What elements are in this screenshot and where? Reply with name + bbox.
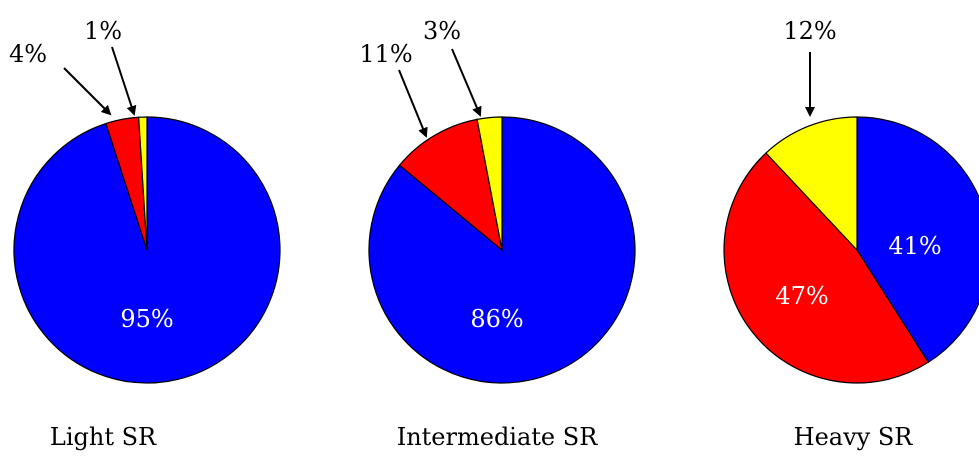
intermediate-sr-label-3: 3% (423, 17, 461, 45)
intermediate-sr-slice-2 (476, 116, 503, 251)
intermediate-sr-label-86: 86% (470, 305, 523, 333)
intermediate-sr-arrow-11 (398, 69, 428, 138)
heavy-sr-label-47: 47% (775, 282, 828, 310)
light-sr-label-1: 1% (84, 17, 122, 45)
intermediate-sr-title: Intermediate SR (397, 423, 598, 451)
intermediate-sr-slices (368, 116, 636, 384)
light-sr-label-4: 4% (9, 40, 47, 68)
heavy-sr-label-12: 12% (783, 17, 836, 45)
heavy-sr-title: Heavy SR (794, 423, 914, 451)
light-sr-label-95: 95% (120, 305, 173, 333)
heavy-sr-slice-0 (856, 116, 979, 364)
pie-chart-heavy-sr: 41% 47% 12% Heavy SR (723, 17, 979, 451)
intermediate-sr-slice-1 (398, 118, 503, 252)
light-sr-title: Light SR (50, 423, 157, 451)
light-sr-slice-2 (138, 116, 148, 251)
pie-chart-intermediate-sr: 86% 11% 3% Intermediate SR (359, 17, 636, 451)
heavy-sr-slices (723, 116, 979, 384)
intermediate-sr-arrow-3 (451, 48, 482, 117)
heavy-sr-slice-2 (765, 116, 858, 252)
heavy-sr-slice-1 (723, 152, 930, 384)
light-sr-arrow-4 (63, 67, 112, 116)
light-sr-slices (13, 116, 281, 384)
heavy-sr-label-41: 41% (888, 232, 941, 260)
intermediate-sr-label-11: 11% (359, 40, 412, 68)
pie-chart-light-sr: 95% 4% 1% Light SR (9, 17, 281, 451)
light-sr-arrow-1 (111, 46, 137, 116)
